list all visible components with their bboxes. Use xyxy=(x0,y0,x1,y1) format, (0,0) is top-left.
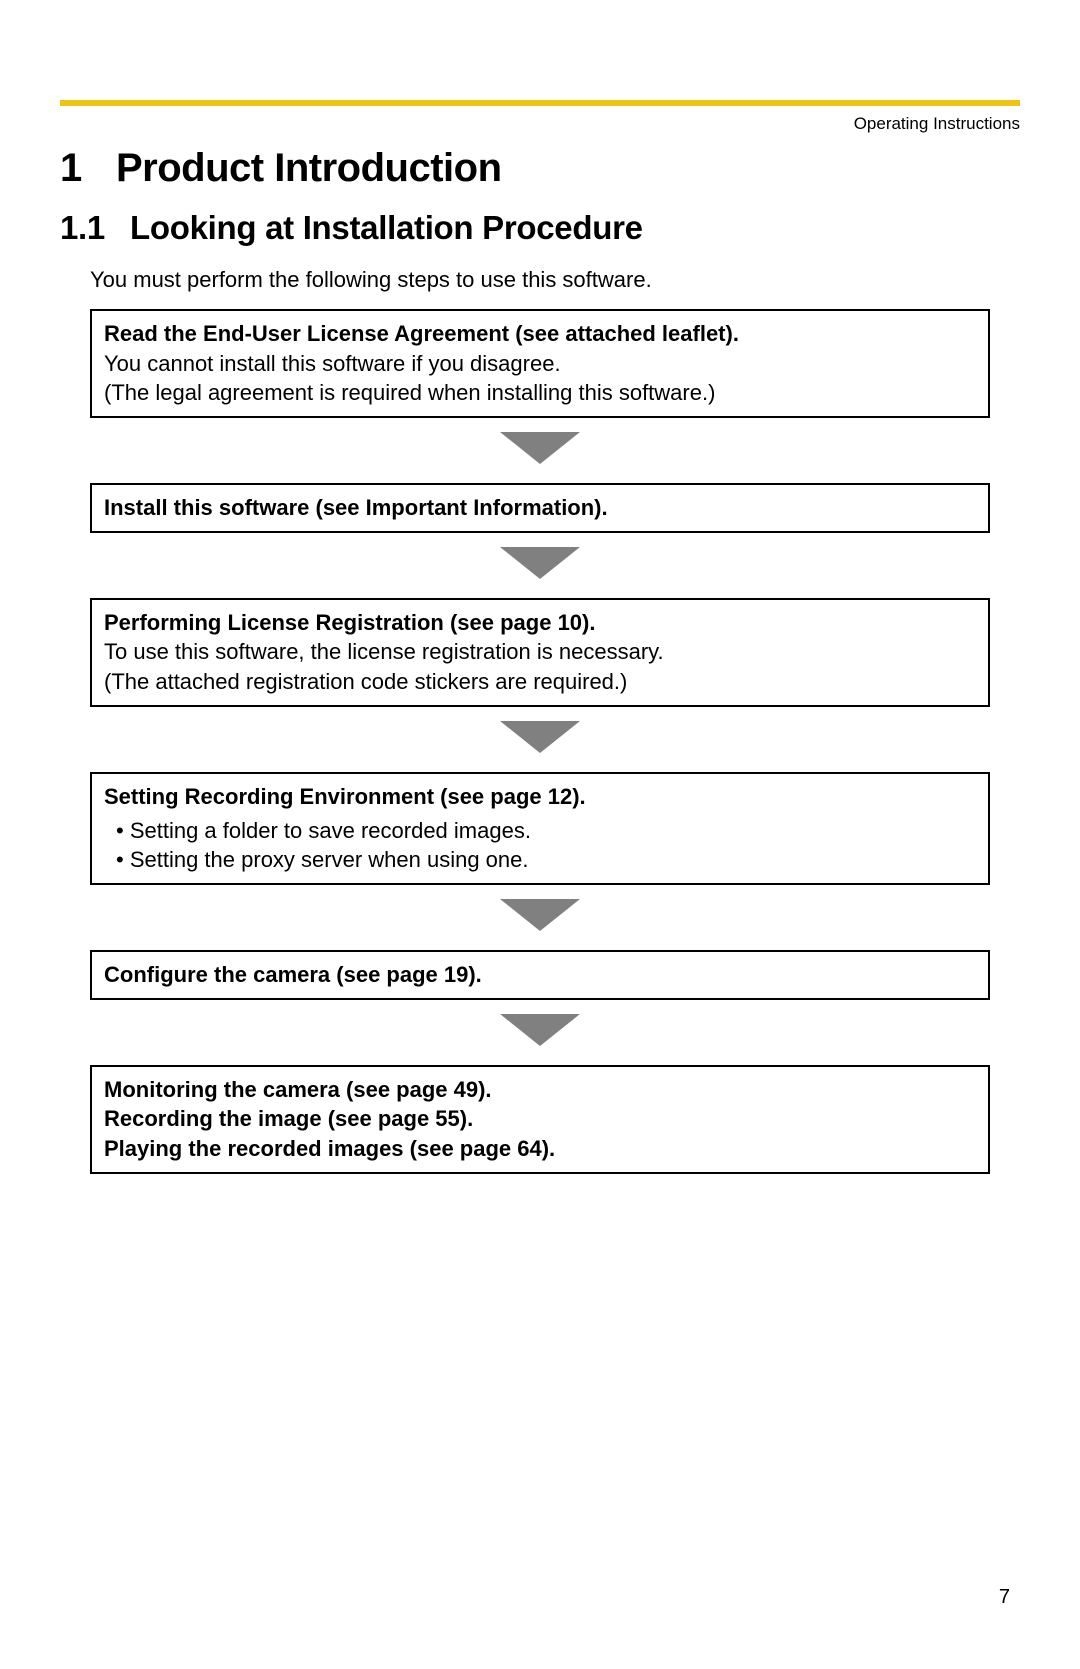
subsection-title: 1.1Looking at Installation Procedure xyxy=(60,209,1020,247)
step-title: Read the End-User License Agreement (see… xyxy=(104,319,976,349)
running-header: Operating Instructions xyxy=(60,114,1020,134)
step-box: Configure the camera (see page 19). xyxy=(90,950,990,1000)
page-number: 7 xyxy=(999,1586,1010,1609)
arrow-down-icon xyxy=(90,707,990,772)
arrow-down-icon xyxy=(90,533,990,598)
step-title: Install this software (see Important Inf… xyxy=(104,493,976,523)
step-bullets: Setting a folder to save recorded images… xyxy=(104,816,976,875)
step-title: Setting Recording Environment (see page … xyxy=(104,782,976,812)
step-box: Setting Recording Environment (see page … xyxy=(90,772,990,885)
arrow-down-icon xyxy=(90,418,990,483)
flowchart: Read the End-User License Agreement (see… xyxy=(90,309,990,1174)
arrow-down-icon xyxy=(90,1000,990,1065)
step-box: Install this software (see Important Inf… xyxy=(90,483,990,533)
step-bullet-item: Setting a folder to save recorded images… xyxy=(116,816,976,846)
step-title-line: Recording the image (see page 55). xyxy=(104,1104,976,1134)
section-number: 1 xyxy=(60,146,116,191)
accent-bar xyxy=(60,100,1020,106)
section-title-text: Product Introduction xyxy=(116,146,502,190)
step-title-line: Playing the recorded images (see page 64… xyxy=(104,1134,976,1164)
step-body-line: You cannot install this software if you … xyxy=(104,349,976,379)
step-box: Monitoring the camera (see page 49). Rec… xyxy=(90,1065,990,1174)
section-title: 1Product Introduction xyxy=(60,146,1020,191)
subsection-number: 1.1 xyxy=(60,209,130,247)
step-body-line: To use this software, the license regist… xyxy=(104,637,976,667)
step-bullet-item: Setting the proxy server when using one. xyxy=(116,845,976,875)
step-box: Performing License Registration (see pag… xyxy=(90,598,990,707)
step-body-line: (The legal agreement is required when in… xyxy=(104,378,976,408)
step-title: Configure the camera (see page 19). xyxy=(104,960,976,990)
arrow-down-icon xyxy=(90,885,990,950)
intro-text: You must perform the following steps to … xyxy=(90,267,1020,293)
step-title-line: Monitoring the camera (see page 49). xyxy=(104,1075,976,1105)
step-title: Performing License Registration (see pag… xyxy=(104,608,976,638)
step-body-line: (The attached registration code stickers… xyxy=(104,667,976,697)
step-box: Read the End-User License Agreement (see… xyxy=(90,309,990,418)
subsection-title-text: Looking at Installation Procedure xyxy=(130,209,643,246)
